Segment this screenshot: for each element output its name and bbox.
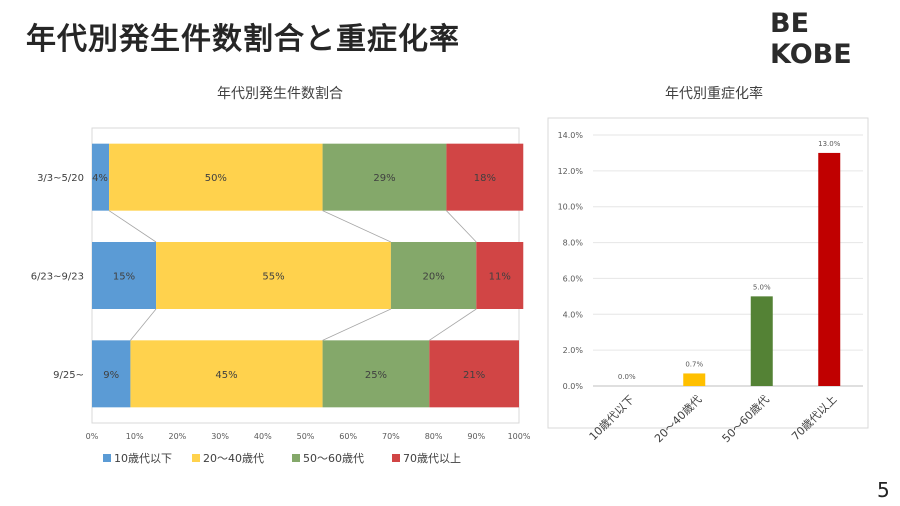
legend-label: 10歳代以下: [114, 452, 172, 465]
category-label: 20～40歳代: [652, 393, 704, 445]
bar-segment: [322, 340, 430, 408]
y-tick-label: 14.0%: [558, 131, 584, 140]
bar-segment: [446, 143, 524, 211]
data-label: 9%: [103, 370, 119, 381]
data-label: 0.7%: [685, 360, 703, 368]
legend-label: 70歳代以上: [403, 452, 461, 465]
x-tick-label: 30%: [211, 432, 229, 441]
legend-swatch: [103, 454, 111, 462]
data-label: 13.0%: [818, 140, 841, 148]
category-label: 10歳代以下: [587, 393, 637, 443]
category-label: 50～60歳代: [720, 393, 772, 445]
bar-segment: [130, 340, 323, 408]
x-tick-label: 0%: [86, 432, 99, 441]
series-connector-line: [429, 308, 477, 341]
slide-title: 年代別発生件数割合と重症化率: [26, 22, 460, 57]
bar-segment: [156, 242, 391, 309]
bar-segment: [429, 340, 519, 408]
data-label: 4%: [92, 173, 108, 184]
be-kobe-logo: BE KOBE: [770, 8, 852, 70]
y-tick-label: 2.0%: [563, 346, 584, 355]
y-tick-label: 0.0%: [563, 382, 584, 391]
legend-swatch: [292, 454, 300, 462]
data-label: 11%: [489, 272, 511, 283]
data-label: 20%: [422, 272, 444, 283]
y-tick-label: 4.0%: [563, 310, 584, 319]
data-label: 50%: [205, 173, 227, 184]
x-tick-label: 10%: [126, 432, 144, 441]
y-tick-label: 8.0%: [563, 239, 584, 248]
data-label: 0.0%: [618, 373, 636, 381]
chart-frame: [547, 117, 869, 429]
x-tick-label: 20%: [169, 432, 187, 441]
y-tick-label: 12.0%: [558, 167, 584, 176]
data-label: 55%: [262, 272, 284, 283]
data-label: 21%: [463, 370, 485, 381]
page-number: 5: [877, 478, 890, 502]
series-connector-line: [446, 210, 477, 243]
bar: [818, 152, 841, 386]
category-label: 3/3~5/20: [37, 173, 84, 184]
legend-label: 20～40歳代: [203, 452, 264, 465]
x-tick-label: 80%: [425, 432, 443, 441]
chart-title: 年代別重症化率: [665, 85, 763, 102]
data-label: 18%: [474, 173, 496, 184]
series-connector-line: [130, 308, 157, 341]
series-connector-line: [108, 210, 157, 243]
data-label: 45%: [215, 370, 237, 381]
y-tick-label: 6.0%: [563, 274, 584, 283]
series-connector-line: [322, 210, 392, 243]
x-tick-label: 40%: [254, 432, 272, 441]
data-label: 29%: [373, 173, 395, 184]
series-connector-line: [322, 308, 392, 341]
legend-swatch: [192, 454, 200, 462]
category-label: 9/25~: [53, 370, 84, 381]
bar: [750, 296, 773, 386]
bar-segment: [109, 143, 323, 211]
x-tick-label: 60%: [339, 432, 357, 441]
x-tick-label: 70%: [382, 432, 400, 441]
bar-segment: [92, 143, 110, 211]
legend-label: 50～60歳代: [303, 452, 364, 465]
data-label: 5.0%: [753, 283, 771, 291]
bar-segment: [92, 340, 131, 408]
y-tick-label: 10.0%: [558, 203, 584, 212]
category-label: 70歳代以上: [789, 393, 839, 443]
data-label: 15%: [113, 272, 135, 283]
chart-title: 年代別発生件数割合: [217, 85, 343, 102]
x-tick-label: 50%: [297, 432, 315, 441]
legend-swatch: [392, 454, 400, 462]
category-label: 6/23~9/23: [31, 272, 84, 283]
x-tick-label: 90%: [467, 432, 485, 441]
bar-segment: [390, 242, 477, 309]
bar-segment: [322, 143, 447, 211]
x-tick-label: 100%: [508, 432, 531, 441]
data-label: 25%: [365, 370, 387, 381]
bar-segment: [92, 242, 157, 309]
bar-segment: [476, 242, 524, 309]
bar: [683, 373, 706, 386]
